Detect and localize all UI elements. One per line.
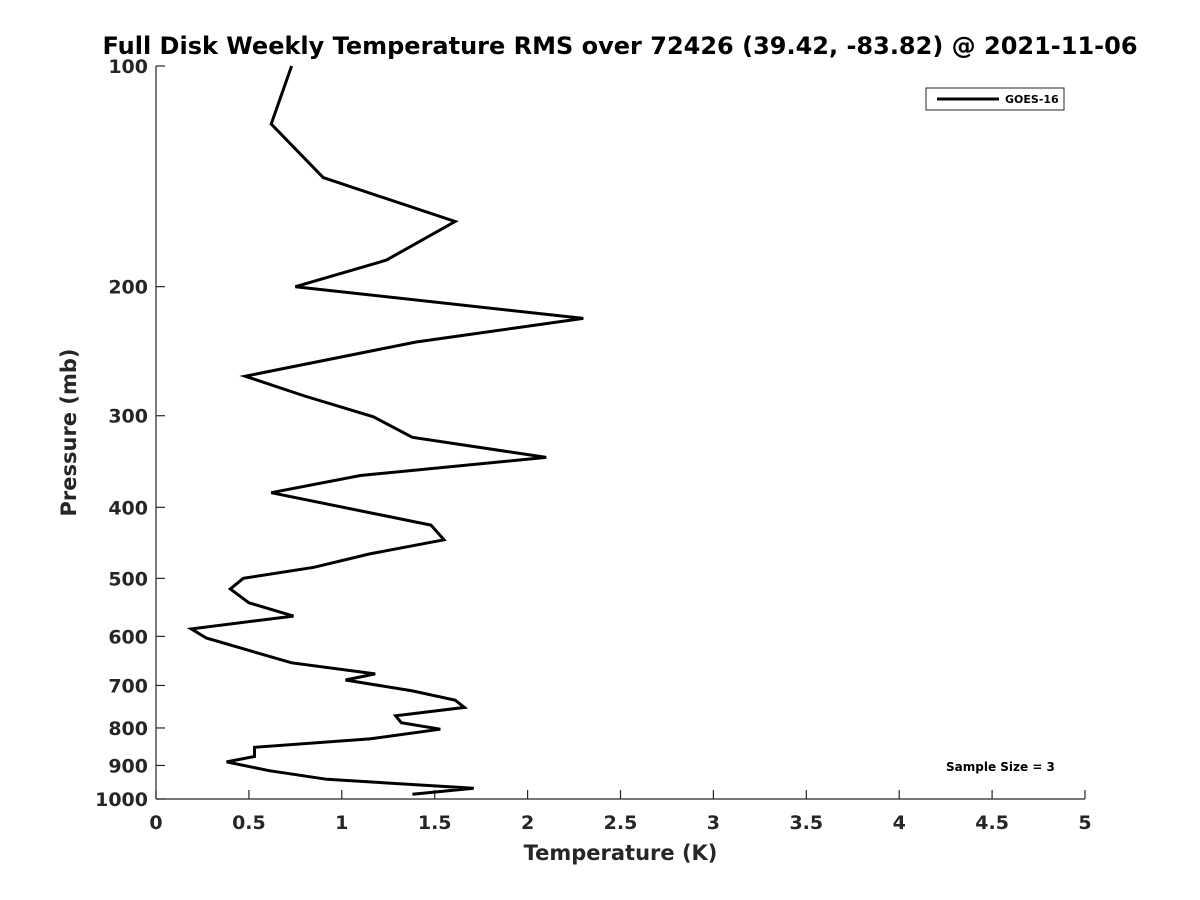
y-tick-label: 1000 (95, 789, 148, 811)
y-tick-label: 100 (108, 56, 148, 78)
y-tick-label: 800 (108, 718, 148, 740)
legend: GOES-16 (925, 87, 1065, 111)
y-axis-label: Pressure (mb) (57, 349, 81, 517)
x-axis-label: Temperature (K) (524, 841, 718, 865)
x-tick-label: 5 (1078, 812, 1091, 834)
x-tick-label: 3.5 (789, 812, 823, 834)
axes: 0 0.5 1 1.5 2 2.5 3 3.5 4 4.5 5 100 200 300 400 500 600 7… (95, 56, 1092, 834)
y-tick-label: 900 (108, 755, 148, 777)
sample-size-annotation: Sample Size = 3 (946, 760, 1055, 774)
legend-label-goes-16: GOES-16 (1005, 93, 1059, 106)
y-tick-label: 400 (108, 497, 148, 519)
y-tick-label: 600 (108, 626, 148, 648)
y-tick-label: 200 (108, 277, 148, 299)
chart-title: Full Disk Weekly Temperature RMS over 72… (102, 32, 1137, 60)
x-tick-label: 2.5 (604, 812, 638, 834)
y-tick-label: 300 (108, 406, 148, 428)
x-tick-label: 1 (335, 812, 348, 834)
x-tick-label: 1.5 (418, 812, 452, 834)
x-tick-label: 4 (893, 812, 906, 834)
series-layer (186, 65, 584, 796)
x-tick-label: 2 (521, 812, 534, 834)
x-tick-label: 0.5 (232, 812, 266, 834)
x-tick-label: 3 (707, 812, 720, 834)
y-tick-label: 500 (108, 568, 148, 590)
series-line-goes-16 (186, 65, 584, 796)
y-tick-label: 700 (108, 675, 148, 697)
x-tick-label: 0 (149, 812, 162, 834)
x-tick-label: 4.5 (975, 812, 1009, 834)
